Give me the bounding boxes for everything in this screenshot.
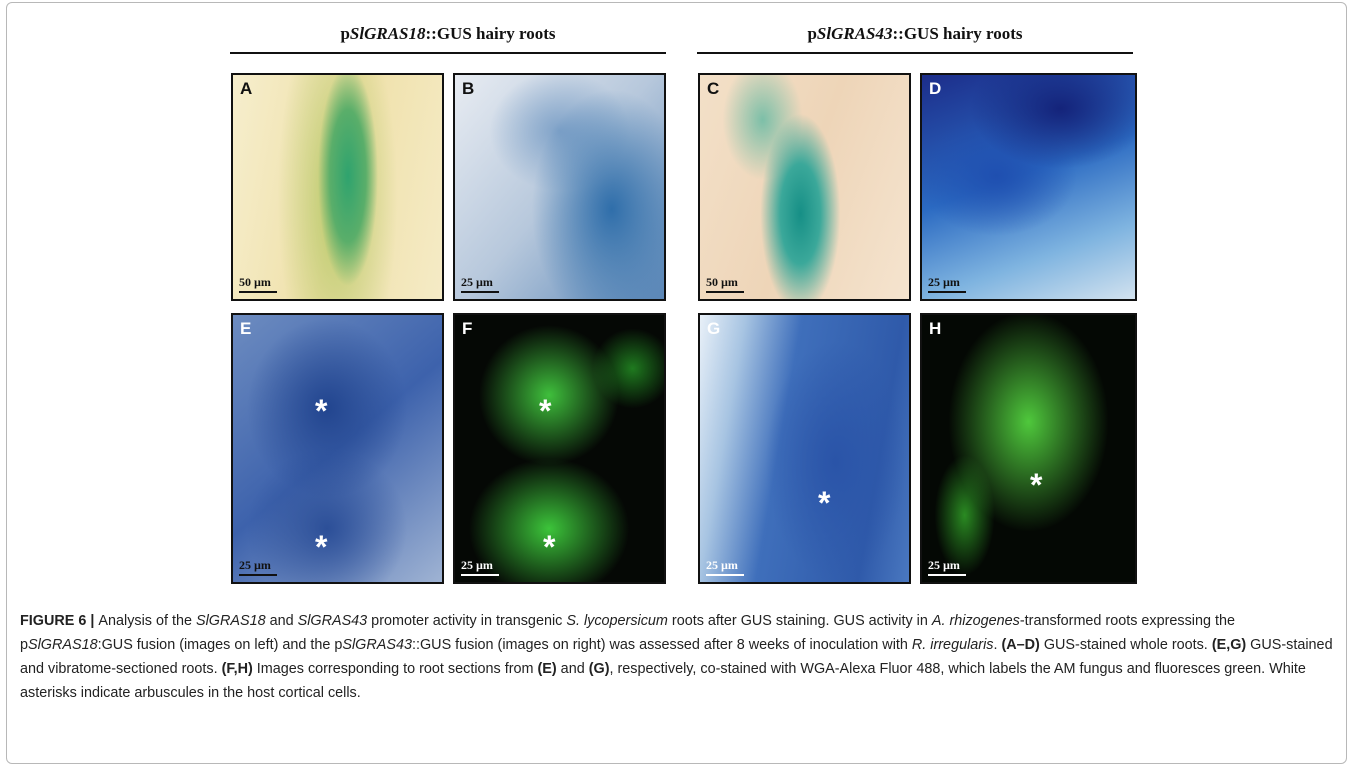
image-panel: G 25 µm * — [698, 313, 911, 584]
header-text: p — [340, 24, 349, 43]
image-panel: A 50 µm — [231, 73, 444, 301]
caption-text: promoter activity in transgenic — [367, 613, 566, 629]
scale-bar: 50 µm — [239, 275, 277, 293]
scale-bar: 25 µm — [706, 558, 744, 576]
caption-italic: SlGRAS43 — [298, 613, 368, 629]
scale-bar: 50 µm — [706, 275, 744, 293]
panel-label: F — [462, 319, 472, 339]
asterisk: * — [1030, 467, 1042, 504]
image-panel: F 25 µm * * — [453, 313, 666, 584]
caption-italic: SlGRAS18 — [28, 637, 98, 653]
caption-bold: (A–D) — [1001, 637, 1039, 653]
asterisk: * — [539, 393, 551, 430]
caption-bold: (G) — [589, 661, 610, 677]
caption-italic: S. lycopersicum — [566, 613, 668, 629]
caption-bold: (E) — [538, 661, 557, 677]
panel-label: D — [929, 79, 941, 99]
scale-bar: 25 µm — [239, 558, 277, 576]
panel-label: E — [240, 319, 251, 339]
group-header: pSlGRAS43::GUS hairy roots — [697, 24, 1133, 54]
panel-label: C — [707, 79, 719, 99]
caption-text: Analysis of the — [98, 613, 196, 629]
caption-italic: SlGRAS18 — [196, 613, 266, 629]
image-panel: E 25 µm * * — [231, 313, 444, 584]
scale-bar: 25 µm — [461, 558, 499, 576]
caption-italic: SlGRAS43 — [342, 637, 412, 653]
image-panel: C 50 µm — [698, 73, 911, 301]
caption-text: and — [266, 613, 298, 629]
image-panel: H 25 µm * — [920, 313, 1137, 584]
header-gene: SlGRAS18 — [350, 24, 426, 43]
image-panel: D 25 µm — [920, 73, 1137, 301]
caption-label: FIGURE 6 | — [20, 613, 98, 629]
caption-text: roots after GUS staining. GUS activity i… — [668, 613, 932, 629]
header-text: ::GUS hairy roots — [426, 24, 556, 43]
caption-italic: R. irregularis — [912, 637, 994, 653]
header-gene: SlGRAS43 — [817, 24, 893, 43]
caption-text: and — [557, 661, 589, 677]
asterisk: * — [315, 393, 327, 430]
image-panel: B 25 µm — [453, 73, 666, 301]
asterisk: * — [315, 529, 327, 566]
panel-label: A — [240, 79, 252, 99]
caption-bold: (F,H) — [222, 661, 253, 677]
caption-bold: (E,G) — [1212, 637, 1246, 653]
scale-bar: 25 µm — [928, 558, 966, 576]
panel-label: B — [462, 79, 474, 99]
caption-text: Images corresponding to root sections fr… — [253, 661, 538, 677]
caption: FIGURE 6 | Analysis of the SlGRAS18 and … — [20, 609, 1338, 705]
caption-text: GUS-stained whole roots. — [1040, 637, 1212, 653]
group-header: pSlGRAS18::GUS hairy roots — [230, 24, 666, 54]
panel-label: G — [707, 319, 720, 339]
asterisk: * — [818, 485, 830, 522]
caption-italic: A. rhizogenes — [932, 613, 1020, 629]
caption-text: :GUS fusion (images on left) and the p — [98, 637, 343, 653]
caption-text: ::GUS fusion (images on right) was asses… — [412, 637, 912, 653]
asterisk: * — [543, 529, 555, 566]
scale-bar: 25 µm — [461, 275, 499, 293]
header-text: ::GUS hairy roots — [893, 24, 1023, 43]
panel-label: H — [929, 319, 941, 339]
page: pSlGRAS18::GUS hairy roots pSlGRAS43::GU… — [0, 0, 1355, 775]
header-text: p — [807, 24, 816, 43]
scale-bar: 25 µm — [928, 275, 966, 293]
